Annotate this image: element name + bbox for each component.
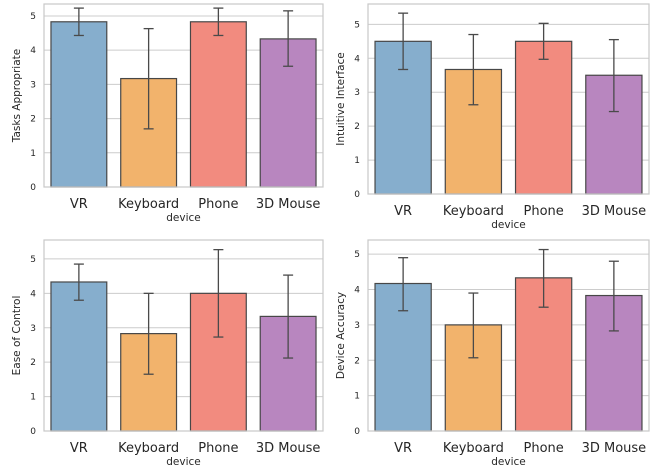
subplot-4: 0 1 2 3 4 5 VR Keyboard Phone 3D Mouse device Devic… [335, 239, 650, 468]
y-axis-label: Ease of Control [11, 296, 23, 376]
y-tick-label: 5 [30, 255, 36, 265]
x-tick-label: VR [394, 204, 412, 219]
x-tick-label: Phone [198, 197, 238, 212]
plot-frame [43, 3, 324, 188]
y-tick-label: 5 [30, 12, 36, 22]
x-tick-label: 3D Mouse [256, 197, 321, 212]
y-tick-label: 1 [354, 392, 360, 402]
y-tick-label: 4 [30, 289, 36, 299]
y-tick-label: 3 [30, 324, 36, 334]
x-axis-label: device [166, 456, 201, 468]
plot-frame [367, 239, 650, 432]
y-tick-label: 2 [30, 358, 36, 368]
x-axis-label: device [491, 219, 526, 231]
subplot-1: 0 1 2 3 4 5 VR Keyboard Phone 3D Mouse device Tasks… [11, 3, 324, 224]
y-tick-label: 1 [30, 393, 36, 403]
bar-phone [189, 21, 247, 188]
x-tick-label: Phone [523, 204, 563, 219]
y-tick-label: 2 [354, 122, 360, 132]
y-tick-label: 3 [354, 321, 360, 331]
x-tick-label: Keyboard [443, 441, 504, 456]
x-tick-label: 3D Mouse [256, 441, 321, 456]
y-tick-label: 2 [30, 115, 36, 125]
bar-vr [50, 281, 108, 432]
x-tick-label: VR [394, 441, 412, 456]
x-tick-label: Keyboard [118, 197, 179, 212]
bar-vr [50, 21, 108, 188]
x-tick-label: Keyboard [443, 204, 504, 219]
y-tick-label: 0 [354, 427, 360, 437]
subplot-3: 0 1 2 3 4 5 VR Keyboard Phone 3D Mouse device Ease … [11, 239, 324, 468]
plot-frame [367, 3, 650, 195]
x-axis-label: device [491, 456, 526, 468]
y-tick-label: 2 [354, 356, 360, 366]
y-axis-label: Tasks Appropriate [11, 49, 23, 143]
y-tick-label: 0 [30, 183, 36, 193]
y-tick-label: 5 [354, 250, 360, 260]
x-tick-label: 3D Mouse [582, 204, 647, 219]
x-axis-label: device [166, 212, 201, 224]
y-axis-label: Intuitive Interface [335, 52, 347, 146]
x-tick-label: Phone [523, 441, 563, 456]
x-tick-label: VR [70, 197, 88, 212]
y-tick-label: 4 [354, 286, 360, 296]
y-axis-label: Device Accuracy [335, 292, 347, 379]
x-tick-label: Keyboard [118, 441, 179, 456]
bar-phone [514, 40, 573, 195]
bar-keyboard [120, 333, 178, 432]
y-tick-label: 4 [30, 46, 36, 56]
y-tick-label: 1 [354, 156, 360, 166]
y-tick-label: 4 [354, 54, 360, 64]
x-tick-label: Phone [198, 441, 238, 456]
subplot-2: 0 1 2 3 4 5 VR Keyboard Phone 3D Mouse device Intui… [335, 3, 650, 231]
x-tick-label: VR [70, 441, 88, 456]
y-tick-label: 3 [354, 88, 360, 98]
x-tick-label: 3D Mouse [582, 441, 647, 456]
y-tick-label: 3 [30, 80, 36, 90]
plot-frame [43, 239, 324, 432]
y-tick-label: 0 [30, 427, 36, 437]
y-tick-label: 1 [30, 149, 36, 159]
y-tick-label: 0 [354, 190, 360, 200]
y-tick-label: 5 [354, 20, 360, 30]
